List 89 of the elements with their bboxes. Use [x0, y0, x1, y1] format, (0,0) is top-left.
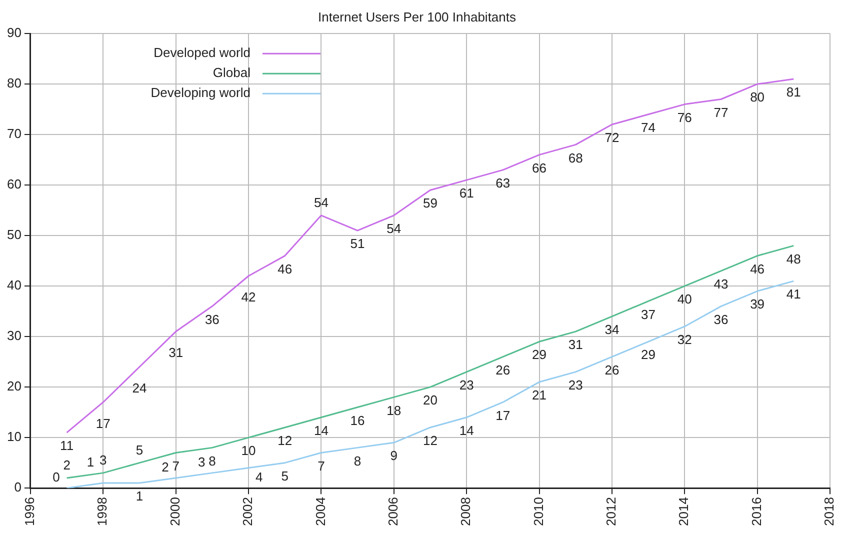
- data-label: 0: [52, 470, 60, 485]
- data-label: 26: [496, 362, 510, 378]
- data-label: 37: [641, 306, 656, 322]
- data-label: 2: [63, 458, 70, 473]
- x-tick-label: 2000: [167, 497, 182, 526]
- data-label: 48: [786, 251, 801, 266]
- data-label: 12: [278, 433, 292, 448]
- x-tick-label: 2006: [385, 497, 400, 526]
- y-tick-label: 40: [6, 278, 22, 293]
- data-label: 36: [714, 312, 728, 327]
- data-label: 3: [100, 452, 107, 468]
- legend-label: Global: [212, 65, 251, 80]
- data-label: 9: [390, 448, 398, 464]
- data-label: 42: [241, 290, 256, 305]
- data-label: 77: [714, 104, 728, 120]
- data-label: 11: [60, 438, 74, 454]
- data-label: 76: [677, 110, 692, 125]
- data-label: 2: [162, 460, 169, 475]
- data-label: 63: [496, 176, 510, 191]
- x-tick-label: 2004: [312, 497, 328, 526]
- x-tick-label: 2014: [676, 497, 692, 526]
- data-label: 29: [641, 347, 656, 362]
- x-tick-label: 2008: [458, 497, 474, 526]
- x-tick-label: 2016: [748, 497, 764, 526]
- data-label: 20: [422, 392, 438, 408]
- x-tick-label: 2002: [240, 497, 256, 526]
- x-tick-label: 2012: [604, 497, 619, 526]
- y-tick-label: 0: [14, 480, 22, 495]
- legend-label: Developing world: [150, 85, 250, 100]
- data-label: 61: [459, 186, 474, 201]
- data-label: 46: [750, 261, 765, 276]
- data-label: 17: [496, 408, 510, 423]
- data-label: 1: [86, 454, 94, 470]
- data-label: 17: [96, 416, 110, 431]
- data-label: 1: [136, 488, 144, 504]
- data-label: 68: [568, 150, 583, 166]
- data-label: 18: [386, 402, 402, 418]
- y-tick-label: 70: [6, 126, 22, 142]
- x-tick-label: 1996: [22, 497, 38, 526]
- data-label: 46: [278, 261, 292, 276]
- data-label: 29: [532, 347, 546, 362]
- y-tick-label: 20: [6, 378, 22, 394]
- data-label: 59: [422, 196, 438, 211]
- data-label: 14: [459, 422, 474, 438]
- data-label: 24: [132, 380, 147, 396]
- data-label: 21: [532, 388, 546, 403]
- y-tick-label: 80: [6, 76, 22, 91]
- data-label: 8: [208, 453, 216, 468]
- chart-title: Internet Users Per 100 Inhabitants: [318, 9, 516, 24]
- y-tick-label: 50: [6, 227, 22, 242]
- x-tick-label: 2010: [530, 497, 546, 526]
- data-label: 3: [198, 454, 206, 470]
- data-label: 72: [604, 130, 620, 146]
- data-label: 80: [750, 90, 765, 105]
- data-label: 8: [354, 453, 362, 468]
- y-tick-label: 60: [6, 176, 22, 192]
- data-label: 39: [750, 296, 765, 312]
- data-label: 5: [136, 442, 144, 458]
- data-label: 7: [172, 458, 180, 474]
- data-label: 7: [318, 458, 325, 474]
- data-label: 41: [786, 286, 801, 302]
- data-label: 14: [314, 422, 328, 438]
- x-tick-label: 2018: [822, 497, 837, 526]
- data-label: 54: [314, 194, 328, 210]
- data-label: 43: [714, 276, 728, 292]
- data-label: 16: [350, 412, 365, 428]
- data-label: 51: [350, 236, 365, 252]
- data-label: 23: [568, 378, 583, 393]
- data-label: 34: [604, 322, 620, 337]
- data-label: 40: [677, 292, 692, 307]
- data-label: 5: [281, 468, 288, 484]
- data-label: 36: [204, 312, 220, 327]
- data-label: 32: [677, 332, 692, 348]
- legend-label: Developed world: [154, 45, 250, 60]
- x-tick-label: 1998: [94, 497, 110, 526]
- data-label: 81: [786, 84, 801, 100]
- data-label: 12: [422, 433, 438, 448]
- data-label: 26: [604, 362, 620, 378]
- y-tick-label: 10: [6, 429, 22, 444]
- data-label: 74: [641, 120, 656, 135]
- y-tick-label: 30: [6, 328, 22, 344]
- data-label: 23: [459, 378, 474, 393]
- data-label: 31: [568, 337, 583, 352]
- data-label: 54: [386, 220, 402, 236]
- data-label: 4: [256, 469, 263, 484]
- data-label: 66: [532, 160, 546, 176]
- data-label: 10: [241, 443, 256, 458]
- data-label: 31: [168, 345, 184, 360]
- y-tick-label: 90: [6, 25, 22, 40]
